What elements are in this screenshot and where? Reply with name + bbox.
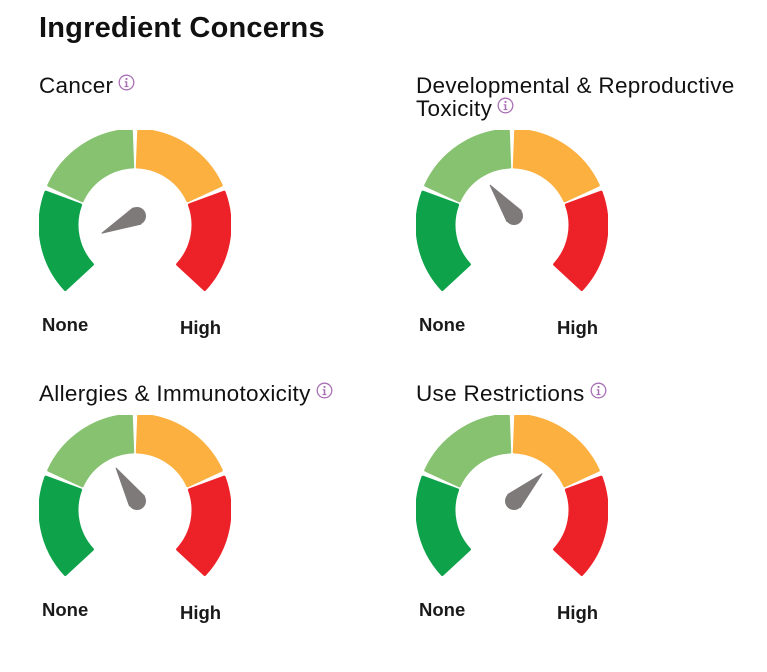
gauge-segment-high xyxy=(553,190,608,291)
gauge-segment-high xyxy=(176,190,231,291)
scale-label-high: High xyxy=(557,317,599,338)
gauge-needle-hub xyxy=(505,207,523,225)
gauge-segment-high xyxy=(176,475,231,576)
info-icon[interactable] xyxy=(118,74,135,91)
concern-gauge xyxy=(39,130,231,291)
scale-label-none: None xyxy=(419,314,466,335)
concern-gauge xyxy=(416,415,608,576)
gauge-needle xyxy=(489,184,523,225)
gauge-needle-hub xyxy=(128,492,146,510)
gauge-segment-moderate xyxy=(512,415,600,488)
concern-allergies-immunotoxicity: Allergies & Immunotoxicity None High xyxy=(39,382,399,672)
scale-label-high: High xyxy=(180,317,222,338)
scale-label-high: High xyxy=(180,602,222,623)
gauge-segment-moderate xyxy=(135,415,223,488)
concern-title: Developmental & Reproductive Toxicity xyxy=(416,73,735,121)
scale-label-none: None xyxy=(419,599,466,620)
concern-cancer: Cancer None High xyxy=(39,74,399,364)
page-title: Ingredient Concerns xyxy=(39,12,325,44)
concern-use-restrictions: Use Restrictions None High xyxy=(416,382,767,672)
gauge-segment-low xyxy=(424,130,512,203)
info-icon[interactable] xyxy=(497,97,514,114)
gauge-needle xyxy=(115,467,146,510)
scale-label-none: None xyxy=(42,314,89,335)
gauge-segment-high xyxy=(553,475,608,576)
gauge-segment-none xyxy=(39,475,94,576)
info-icon[interactable] xyxy=(590,382,607,399)
gauge-segment-none xyxy=(416,190,471,291)
info-icon[interactable] xyxy=(316,382,333,399)
gauge-segment-low xyxy=(47,130,135,203)
concern-title: Cancer xyxy=(39,74,384,97)
gauge-needle xyxy=(101,207,146,234)
gauge-needle xyxy=(505,473,543,510)
scale-label-high: High xyxy=(557,602,599,623)
concern-title: Allergies & Immunotoxicity xyxy=(39,382,384,405)
concern-gauge xyxy=(39,415,231,576)
concern-developmental-reproductive-toxicity: Developmental & Reproductive Toxicity No… xyxy=(416,74,767,364)
gauge-segment-low xyxy=(47,415,135,488)
gauge-segment-low xyxy=(424,415,512,488)
concern-title: Use Restrictions xyxy=(416,382,761,405)
gauge-segment-none xyxy=(416,475,471,576)
gauge-segment-moderate xyxy=(512,130,600,203)
concern-gauge xyxy=(416,130,608,291)
gauge-needle-hub xyxy=(128,207,146,225)
gauge-segment-none xyxy=(39,190,94,291)
gauge-segment-moderate xyxy=(135,130,223,203)
gauge-needle-hub xyxy=(505,492,523,510)
scale-label-none: None xyxy=(42,599,89,620)
